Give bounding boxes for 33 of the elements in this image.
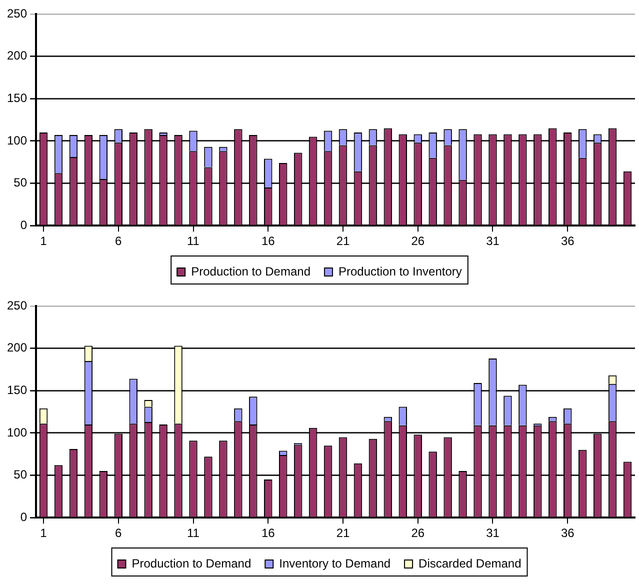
x-tick-label: 11 [187, 234, 200, 248]
x-tick-label: 31 [486, 526, 500, 540]
legend-label: Discarded Demand [418, 556, 522, 570]
y-tick-label: 100 [6, 133, 28, 148]
y-tick-label: 50 [14, 176, 28, 190]
x-tick-label: 16 [261, 526, 276, 540]
legend-label: Production to Inventory [338, 264, 462, 278]
y-tick-label: 150 [6, 382, 28, 397]
x-tick-label: 26 [411, 234, 425, 248]
y-tick-label: 50 [14, 468, 28, 482]
x-tick-label: 36 [560, 234, 575, 248]
legend-label: Production to Demand [191, 264, 311, 278]
x-tick-label: 6 [115, 234, 122, 248]
x-tick-label: 21 [336, 526, 350, 540]
y-tick-label: 250 [6, 6, 28, 20]
y-tick-label: 250 [6, 298, 28, 312]
legend-label: Inventory to Demand [279, 556, 391, 570]
x-tick-label: 31 [486, 234, 500, 248]
x-tick-label: 26 [411, 526, 425, 540]
y-tick-label: 0 [20, 218, 28, 232]
legend-label: Production to Demand [132, 556, 252, 570]
y-tick-label: 0 [20, 510, 28, 524]
y-tick-label: 100 [6, 425, 28, 440]
x-tick-label: 1 [40, 234, 48, 248]
x-tick-label: 11 [187, 526, 200, 540]
y-tick-label: 200 [6, 340, 28, 355]
x-tick-label: 16 [261, 234, 276, 248]
x-tick-label: 6 [115, 526, 122, 540]
y-tick-label: 150 [6, 90, 28, 105]
y-tick-label: 200 [6, 48, 28, 63]
x-tick-label: 1 [40, 526, 48, 540]
x-tick-label: 21 [336, 234, 350, 248]
x-tick-label: 36 [560, 526, 575, 540]
